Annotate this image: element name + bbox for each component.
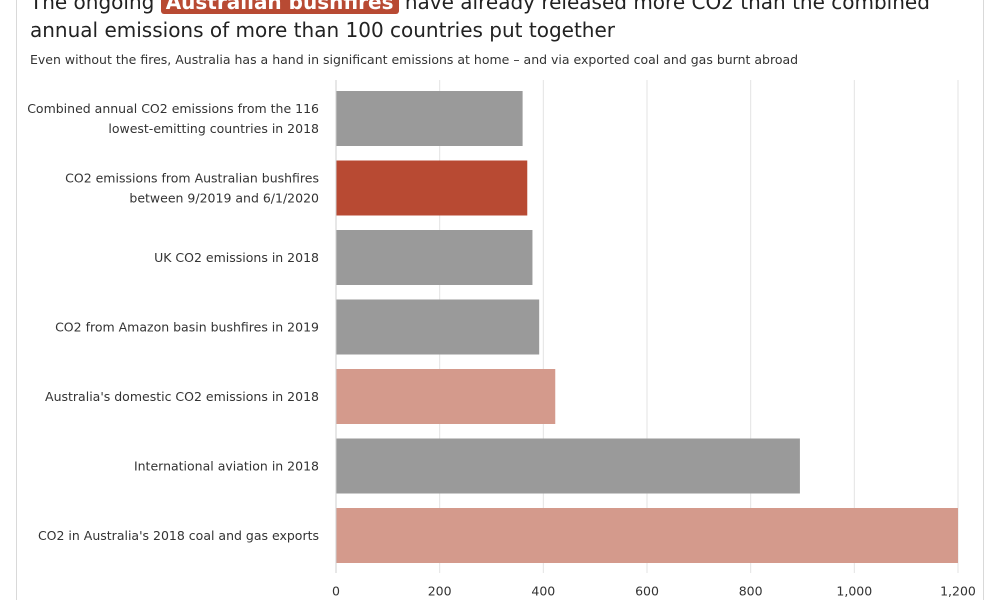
x-tick-label-1000: 1,000	[836, 584, 872, 599]
bar-1	[336, 160, 528, 216]
title-highlight: Australian bushfires	[160, 0, 399, 14]
x-tick-label-200: 200	[428, 584, 452, 599]
category-label-6: CO2 in Australia's 2018 coal and gas exp…	[38, 528, 319, 543]
category-label-1-line-1: between 9/2019 and 6/1/2020	[129, 191, 319, 206]
bar-3	[336, 299, 540, 355]
chart-subtitle: Even without the fires, Australia has a …	[30, 52, 799, 67]
x-tick-label-0: 0	[332, 584, 340, 599]
x-tick-label-400: 400	[531, 584, 555, 599]
frame-right-border	[983, 0, 984, 600]
category-label-1-line-0: CO2 emissions from Australian bushfires	[65, 171, 319, 186]
bar-4	[336, 369, 556, 424]
frame-left-border	[16, 0, 17, 600]
category-label-3: CO2 from Amazon basin bushfires in 2019	[55, 320, 319, 335]
bar-6	[336, 508, 958, 563]
category-label-5: International aviation in 2018	[134, 459, 319, 474]
x-tick-label-800: 800	[739, 584, 763, 599]
category-label-4: Australia's domestic CO2 emissions in 20…	[45, 389, 319, 404]
bar-2	[336, 230, 533, 285]
x-tick-label-1200: 1,200	[940, 584, 976, 599]
title-text-after: have already released more CO2 than the …	[30, 0, 930, 42]
category-label-0-line-0: Combined annual CO2 emissions from the 1…	[27, 101, 319, 116]
title-text-before: The ongoing	[30, 0, 161, 14]
bar-5	[336, 438, 800, 494]
bar-0	[336, 91, 523, 146]
x-tick-label-600: 600	[635, 584, 659, 599]
category-label-0-line-1: lowest-emitting countries in 2018	[108, 121, 319, 136]
category-label-2: UK CO2 emissions in 2018	[154, 250, 319, 265]
chart-title: The ongoing Australian bushfires have al…	[30, 0, 980, 44]
